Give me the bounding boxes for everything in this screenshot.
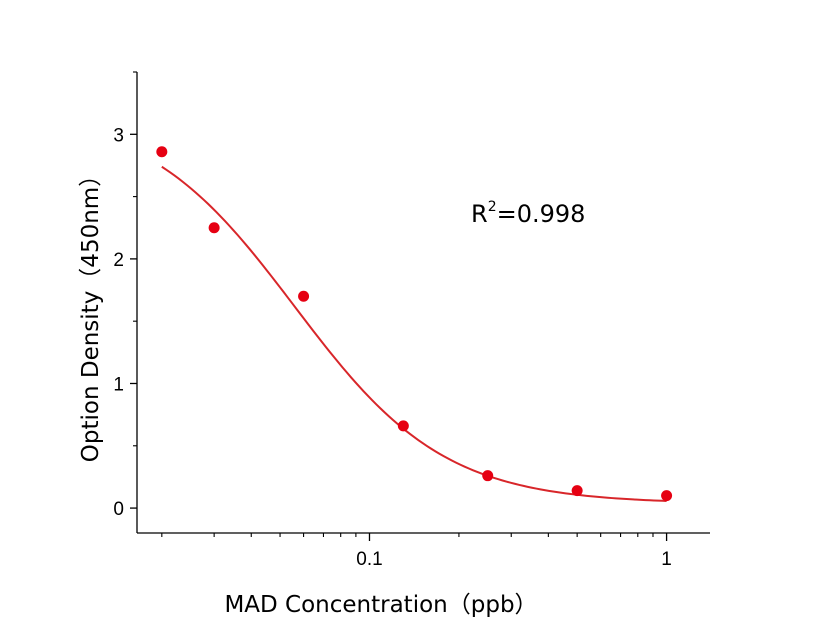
- data-point: [208, 222, 220, 234]
- x-axis-title: MAD Concentration（ppb）: [224, 592, 537, 618]
- data-point: [298, 290, 310, 302]
- data-point: [156, 146, 168, 158]
- x-tick-label: 0.1: [356, 549, 382, 570]
- data-point: [397, 420, 409, 432]
- y-tick-label: 3: [113, 125, 124, 146]
- data-point: [571, 485, 583, 497]
- r-squared-base: R: [471, 200, 488, 228]
- x-tick-label: 1: [661, 549, 672, 570]
- ticks: 0 1 2 3 0.1 1: [113, 71, 672, 570]
- data-point: [482, 470, 494, 482]
- r-squared-value: =0.998: [497, 200, 586, 228]
- r-squared-annotation: R2=0.998: [471, 199, 585, 228]
- y-axis-title: Option Density（450nm）: [78, 164, 104, 462]
- fit-curve: [161, 165, 667, 502]
- axes: [136, 72, 710, 534]
- data-points: [156, 146, 673, 502]
- y-tick-label: 2: [113, 250, 124, 271]
- y-tick-label: 1: [113, 374, 124, 395]
- r-squared-superscript: 2: [488, 199, 497, 215]
- y-tick-label: 0: [113, 499, 124, 520]
- data-point: [661, 490, 673, 502]
